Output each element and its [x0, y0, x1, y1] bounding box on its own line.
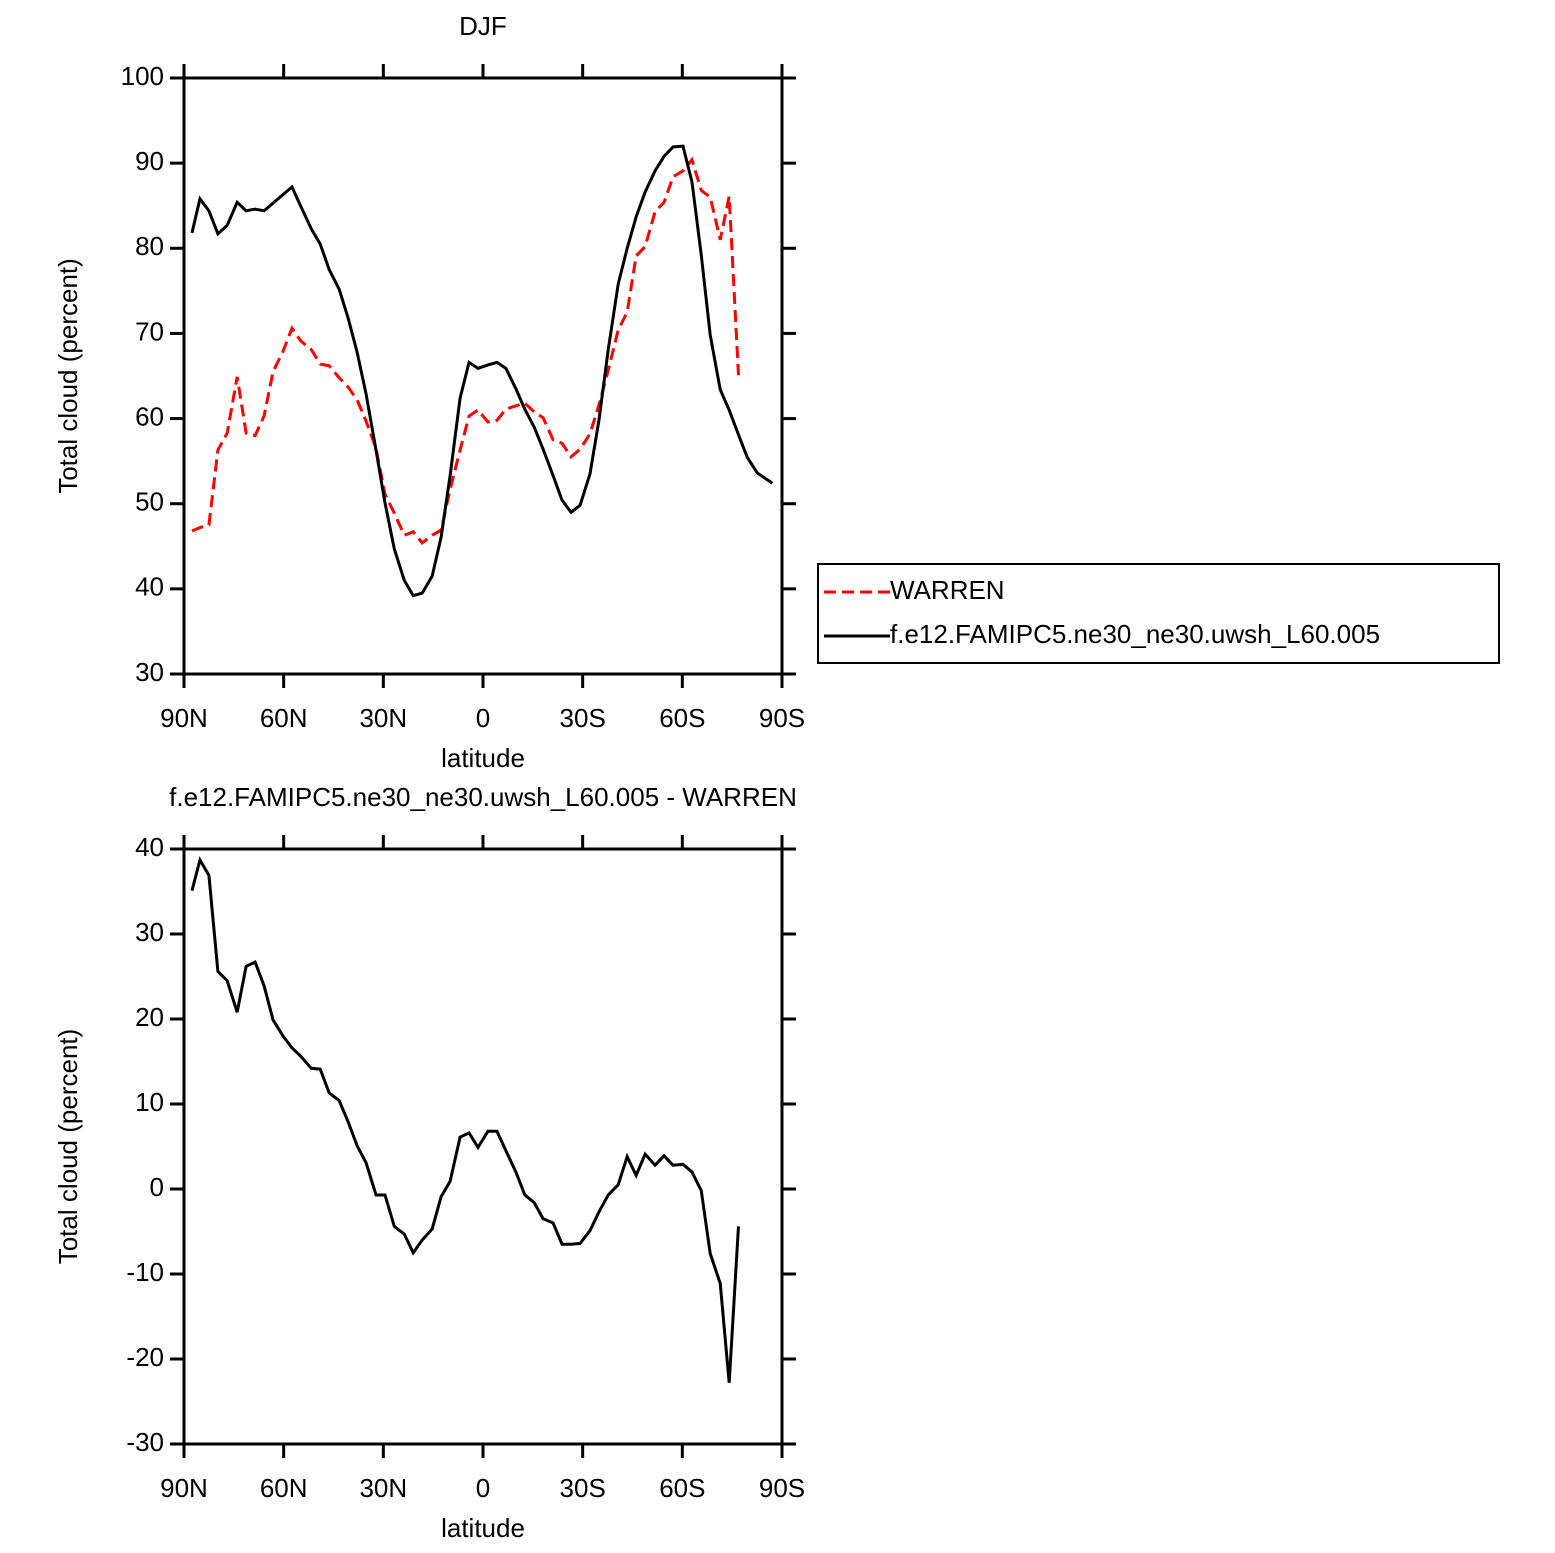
x-tick-label: 90N [160, 1473, 208, 1503]
x-tick-label: 60S [659, 703, 705, 733]
x-axis-label: latitude [441, 1513, 525, 1543]
x-tick-label: 30S [560, 703, 606, 733]
chart-title: f.e12.FAMIPC5.ne30_ne30.uwsh_L60.005 - W… [169, 782, 797, 812]
y-tick-label: 100 [121, 61, 164, 91]
y-tick-label: 30 [135, 657, 164, 687]
plot-frame [182, 847, 784, 1446]
x-tick-label: 30N [359, 703, 407, 733]
x-axis-label: latitude [441, 743, 525, 773]
x-tick-label: 60S [659, 1473, 705, 1503]
legend-box [817, 563, 1500, 664]
data-line [190, 856, 740, 1383]
y-tick-label: 70 [135, 316, 164, 346]
y-tick-label: 0 [150, 1172, 164, 1202]
y-tick-label: 80 [135, 231, 164, 261]
y-tick-label: -20 [126, 1342, 164, 1372]
y-tick-label: 50 [135, 487, 164, 517]
x-tick-label: 90S [759, 1473, 805, 1503]
x-tick-label: 60N [260, 703, 308, 733]
x-tick-label: 0 [476, 703, 490, 733]
y-tick-label: 90 [135, 146, 164, 176]
y-tick-label: 20 [135, 1002, 164, 1032]
y-tick-label: 40 [135, 572, 164, 602]
legend-label: WARREN [890, 575, 1005, 605]
y-axis-label: Total cloud (percent) [53, 1029, 83, 1265]
x-tick-label: 90N [160, 703, 208, 733]
y-axis-label: Total cloud (percent) [53, 258, 83, 494]
x-tick-label: 30S [560, 1473, 606, 1503]
y-tick-label: -30 [126, 1427, 164, 1457]
panel: DJF latitude Total cloud (percent) 30 40 50 60… [53, 11, 1500, 773]
y-tick-label: 40 [135, 832, 164, 862]
x-tick-label: 90S [759, 703, 805, 733]
x-tick-label: 30N [359, 1473, 407, 1503]
y-tick-label: -10 [126, 1257, 164, 1287]
x-tick-label: 60N [260, 1473, 308, 1503]
x-tick-label: 0 [476, 1473, 490, 1503]
data-line [191, 156, 740, 545]
y-tick-label: 60 [135, 401, 164, 431]
chart-title: DJF [459, 11, 507, 41]
panel: f.e12.FAMIPC5.ne30_ne30.uwsh_L60.005 - W… [53, 782, 805, 1543]
legend-label: f.e12.FAMIPC5.ne30_ne30.uwsh_L60.005 [890, 619, 1380, 649]
y-tick-label: 10 [135, 1087, 164, 1117]
data-line [190, 144, 774, 598]
y-tick-label: 30 [135, 917, 164, 947]
